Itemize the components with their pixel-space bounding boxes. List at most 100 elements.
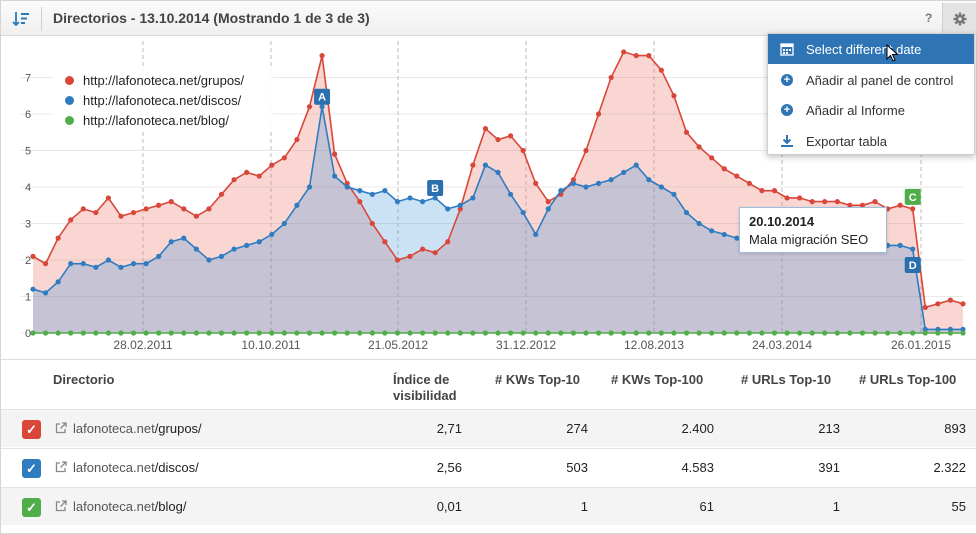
menu-item-export-table[interactable]: Exportar tabla — [768, 126, 974, 156]
data-point — [168, 330, 174, 336]
data-point — [583, 147, 589, 154]
data-point — [771, 330, 778, 336]
data-point — [231, 177, 237, 183]
data-point — [671, 191, 677, 197]
data-point — [432, 330, 438, 336]
data-point — [960, 301, 966, 307]
column-header-visibility[interactable]: Índice de visibilidad — [393, 372, 463, 404]
menu-item-add-report[interactable]: + Añadir al Informe — [768, 95, 974, 125]
x-tick-label: 21.05.2012 — [368, 338, 428, 352]
gear-icon — [953, 12, 967, 26]
event-marker — [314, 88, 331, 105]
data-point — [495, 169, 501, 175]
legend-item-blog[interactable]: http://lafonoteca.net/blog/ — [65, 111, 229, 129]
data-point — [658, 67, 664, 73]
y-tick-label: 7 — [25, 73, 31, 85]
data-point — [545, 206, 551, 212]
data-point — [306, 330, 313, 336]
x-tick-label: 28.02.2011 — [113, 338, 172, 352]
data-point — [947, 330, 954, 336]
widget-title: Directorios - 13.10.2014 (Mostrando 1 de… — [53, 10, 370, 26]
event-marker — [904, 188, 921, 205]
data-point — [734, 235, 740, 241]
data-point — [797, 195, 803, 201]
column-header-urls-top10[interactable]: # URLs Top-10 — [741, 372, 832, 387]
column-header-kws-top100[interactable]: # KWs Top-100 — [611, 372, 704, 387]
data-point — [784, 195, 790, 201]
data-point — [306, 104, 313, 110]
data-point — [859, 202, 866, 208]
menu-item-add-dashboard[interactable]: + Añadir al panel de control — [768, 65, 974, 95]
data-point — [922, 326, 928, 332]
data-point — [256, 239, 262, 245]
data-point — [294, 202, 300, 208]
data-point — [583, 184, 589, 190]
event-marker-label: D — [909, 260, 917, 272]
data-point — [822, 330, 828, 336]
data-point — [922, 330, 928, 336]
directory-path: /blog/ — [154, 499, 187, 514]
data-point — [922, 304, 928, 311]
directory-domain: lafonoteca.net — [73, 421, 155, 436]
column-header-directory[interactable]: Directorio — [53, 372, 115, 387]
data-point — [658, 184, 664, 190]
data-point — [457, 202, 463, 208]
data-point — [696, 330, 702, 336]
cell-kws-top100: 4.583 — [681, 460, 714, 475]
data-point — [646, 53, 652, 59]
data-point — [910, 330, 916, 336]
data-point — [193, 330, 199, 336]
data-point — [193, 246, 199, 252]
widget-header: Directorios - 13.10.2014 (Mostrando 1 de… — [1, 1, 976, 36]
data-point — [369, 330, 375, 336]
data-point — [256, 330, 262, 336]
cell-urls-top10: 391 — [818, 460, 840, 475]
data-point — [947, 297, 954, 303]
data-point — [646, 177, 652, 183]
data-point — [357, 188, 363, 194]
data-point — [621, 49, 627, 55]
data-point — [583, 330, 589, 336]
data-point — [55, 235, 61, 241]
directory-link[interactable]: lafonoteca.net/grupos/ — [73, 421, 202, 436]
data-point — [332, 151, 338, 157]
data-point — [809, 330, 815, 336]
data-point — [621, 330, 627, 336]
legend-item-discos[interactable]: http://lafonoteca.net/discos/ — [65, 91, 241, 109]
data-point — [746, 330, 752, 336]
column-header-kws-top10[interactable]: # KWs Top-10 — [495, 372, 580, 387]
data-point — [595, 330, 602, 336]
data-point — [281, 155, 287, 161]
menu-item-select-date[interactable]: Select different date — [768, 34, 974, 64]
data-point — [884, 330, 891, 336]
row-checkbox[interactable]: ✓ — [22, 420, 41, 439]
help-icon[interactable]: ? — [925, 11, 933, 25]
settings-button[interactable] — [942, 3, 976, 36]
chart-tooltip: 20.10.2014 Mala migración SEO — [739, 207, 887, 253]
cell-visibility: 0,01 — [436, 499, 462, 514]
row-checkbox[interactable]: ✓ — [22, 459, 41, 478]
menu-item-label: Añadir al Informe — [806, 102, 905, 118]
data-point — [357, 330, 363, 336]
data-point — [55, 330, 61, 336]
column-header-urls-top100[interactable]: # URLs Top-100 — [859, 372, 957, 387]
data-point — [394, 199, 401, 205]
data-point — [482, 162, 489, 168]
legend-item-grupos[interactable]: http://lafonoteca.net/grupos/ — [65, 71, 244, 89]
external-link-icon[interactable] — [54, 460, 68, 474]
data-point — [809, 199, 815, 205]
data-point — [533, 231, 539, 238]
directory-link[interactable]: lafonoteca.net/discos/ — [73, 460, 199, 475]
data-point — [721, 231, 727, 238]
menu-item-label: Añadir al panel de control — [806, 72, 954, 88]
header-divider — [41, 7, 42, 31]
row-checkbox[interactable]: ✓ — [22, 498, 41, 517]
external-link-icon[interactable] — [54, 499, 68, 513]
directory-link[interactable]: lafonoteca.net/blog/ — [73, 499, 187, 514]
external-link-icon[interactable] — [54, 421, 68, 435]
data-point — [671, 330, 677, 336]
data-point — [558, 188, 564, 194]
data-point — [105, 195, 112, 201]
data-point — [646, 330, 652, 336]
sort-icon[interactable] — [11, 9, 31, 29]
